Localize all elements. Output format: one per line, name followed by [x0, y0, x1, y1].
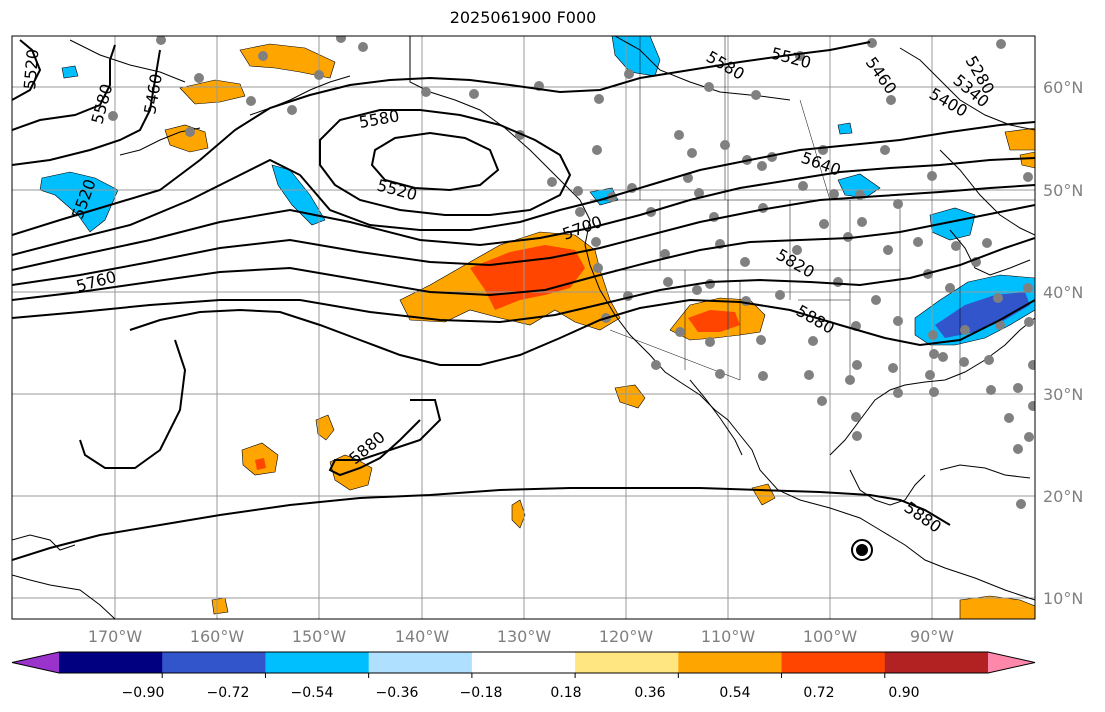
lat-label: 10°N — [1043, 589, 1083, 608]
orange-area — [959, 595, 1035, 619]
contour-label: 5880 — [901, 498, 945, 537]
lon-label: 170°W — [88, 627, 143, 646]
blue-area — [837, 122, 853, 135]
map-frame — [11, 35, 1036, 620]
lat-label: 30°N — [1043, 385, 1083, 404]
colorbar-tick-label: 0.72 — [803, 685, 834, 701]
lon-label: 90°W — [910, 627, 954, 646]
dark-blue-area — [935, 292, 1030, 338]
orange-area — [1019, 151, 1035, 169]
lon-label: 110°W — [701, 627, 756, 646]
map-plot-area: 5520 5580 5460 5520 5580 5520 5580 5520 … — [12, 36, 1035, 619]
blue-area — [61, 65, 79, 79]
colorbar-ticks: −0.90 −0.72 −0.54 −0.36 −0.18 0.18 0.36 … — [122, 685, 920, 701]
lon-label: 130°W — [497, 627, 552, 646]
red-area — [255, 458, 266, 470]
colorbar — [11, 651, 1036, 678]
contour-label: 5460 — [862, 53, 901, 97]
station-markers — [108, 36, 1035, 509]
orange-area — [329, 454, 373, 491]
orange-area — [164, 124, 209, 153]
orange-area — [751, 483, 776, 506]
lat-label: 60°N — [1043, 78, 1083, 97]
orange-area — [315, 414, 335, 441]
lat-label: 20°N — [1043, 487, 1083, 506]
colorbar-extend-max — [988, 652, 1035, 673]
colorbar-segment — [781, 652, 886, 673]
blue-area — [611, 36, 661, 77]
colorbar-segment — [59, 652, 163, 673]
colorbar-tick-label: −0.72 — [207, 685, 250, 701]
colorbar-tick-label: −0.36 — [376, 685, 419, 701]
shaded-fields — [39, 36, 1035, 619]
colorbar-tick-label: −0.18 — [460, 685, 503, 701]
lat-label: 50°N — [1043, 181, 1083, 200]
contour-label: 5880 — [793, 301, 838, 338]
orange-area — [614, 384, 646, 409]
colorbar-extend-min — [12, 652, 59, 673]
contour-label: 5460 — [140, 72, 166, 115]
blue-area — [837, 173, 881, 199]
colorbar-tick-label: 0.36 — [634, 685, 665, 701]
orange-area — [511, 499, 526, 529]
colorbar-segment — [575, 652, 679, 673]
contour-label: 5520 — [375, 176, 419, 205]
colorbar-tick-label: 0.54 — [719, 685, 750, 701]
contour-label: 5580 — [357, 106, 400, 132]
lon-label: 120°W — [599, 627, 654, 646]
lat-label: 40°N — [1043, 283, 1083, 302]
colorbar-segment — [368, 652, 473, 673]
contour-label: 5580 — [703, 47, 748, 84]
red-area — [688, 310, 740, 332]
colorbar-segment — [678, 652, 783, 673]
orange-area — [211, 597, 229, 615]
orange-area — [1004, 127, 1035, 151]
colorbar-tick-label: −0.90 — [122, 685, 165, 701]
colorbar-tick-label: 0.18 — [550, 685, 581, 701]
colorbar-outline — [11, 651, 1036, 674]
lon-label: 150°W — [292, 627, 347, 646]
colorbar-tick-label: −0.54 — [291, 685, 334, 701]
lon-label: 160°W — [190, 627, 245, 646]
colorbar-segment — [265, 652, 370, 673]
lon-label: 140°W — [395, 627, 450, 646]
state-borders — [590, 36, 1035, 390]
orange-area — [179, 79, 246, 105]
contour-label: 5520 — [20, 48, 42, 90]
lon-label: 100°W — [803, 627, 858, 646]
colorbar-segment — [162, 652, 266, 673]
latitude-labels: 60°N 50°N 40°N 30°N 20°N 10°N — [1043, 78, 1083, 608]
contour-label: 5520 — [769, 44, 813, 73]
height-contours — [12, 39, 1035, 561]
colorbar-tick-label: 0.90 — [888, 685, 919, 701]
colorbar-segment — [884, 652, 989, 673]
contour-label: 5880 — [345, 427, 388, 468]
map-title: 2025061900 F000 — [449, 8, 597, 27]
longitude-labels: 170°W 160°W 150°W 140°W 130°W 120°W 110°… — [88, 627, 954, 646]
blue-area — [39, 171, 119, 233]
colorbar-segment — [471, 652, 576, 673]
graticule — [12, 36, 1035, 619]
